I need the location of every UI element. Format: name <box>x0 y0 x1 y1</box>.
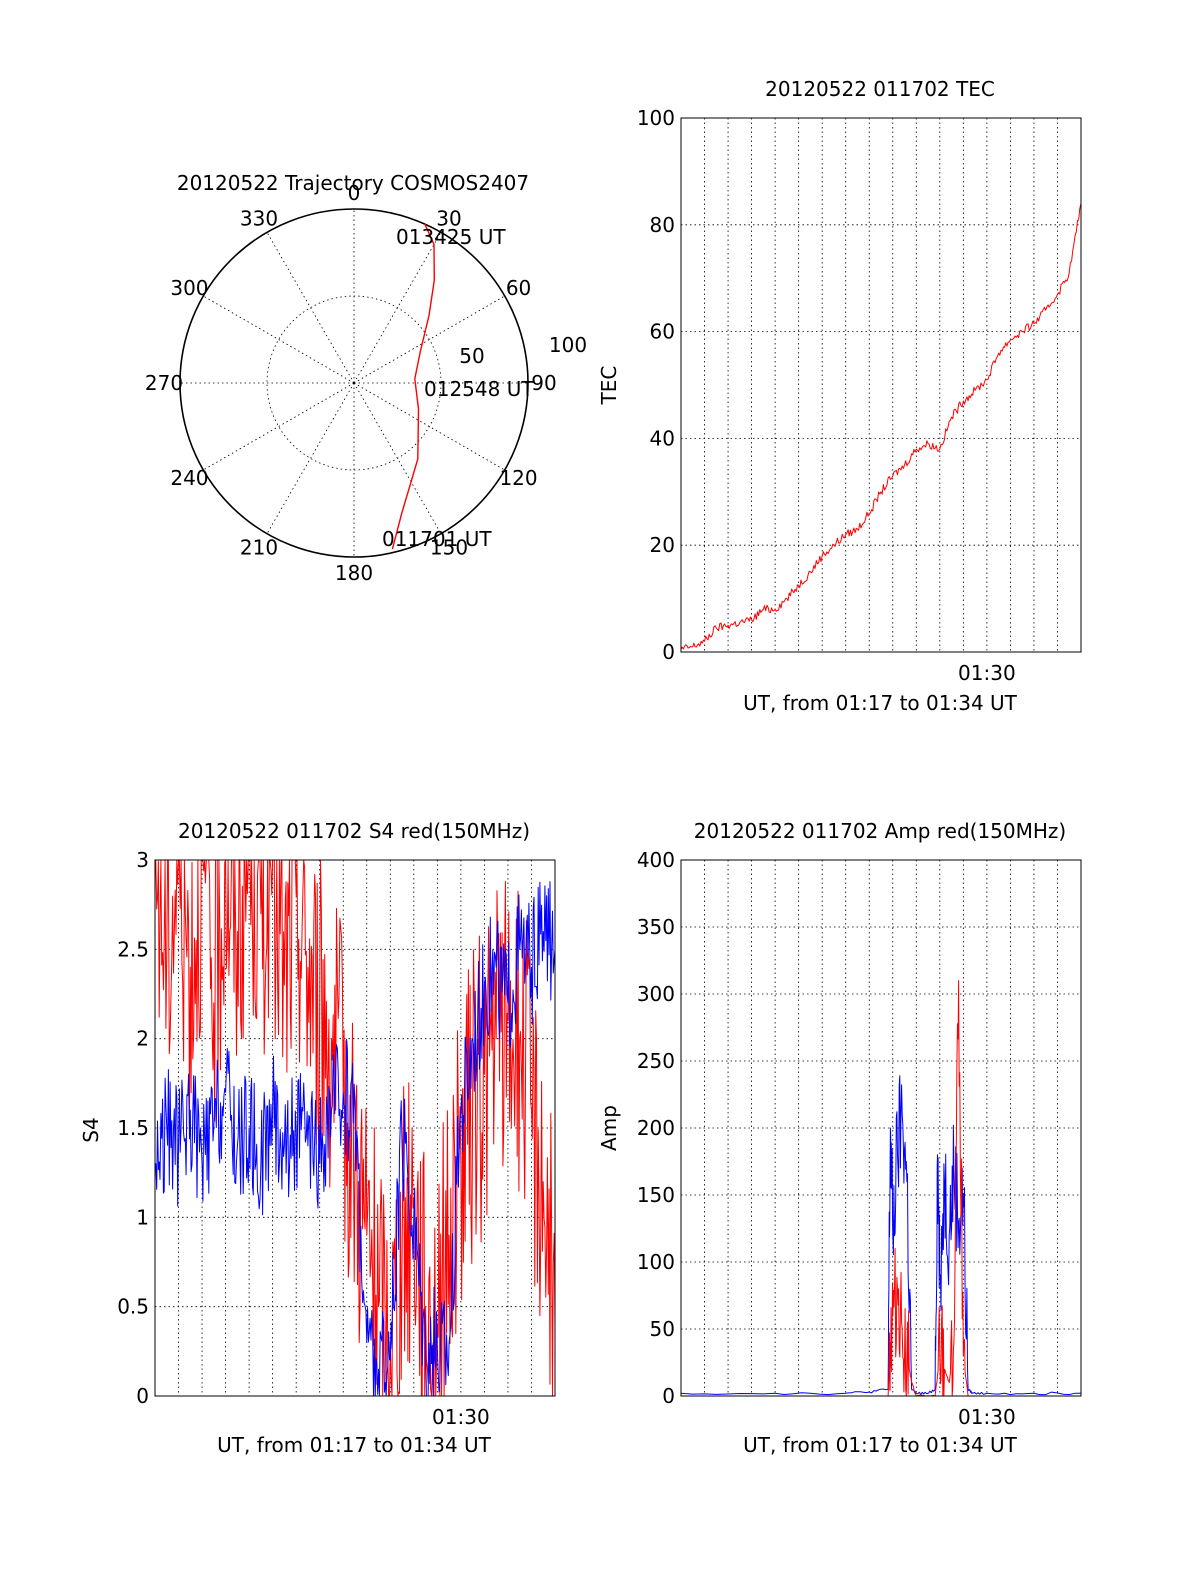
amp-series <box>680 980 1082 1397</box>
amp-grid <box>681 860 1081 1396</box>
s4-x-tick-label: 01:30 <box>432 1405 490 1429</box>
tec-x-tick-label: 01:30 <box>958 661 1016 685</box>
tec-y-tick-label: 40 <box>650 426 675 450</box>
polar-angle-label: 30 <box>436 206 461 230</box>
polar-annotation-start: 011701 UT <box>382 527 492 551</box>
s4-y-tick-label: 0 <box>136 1384 149 1408</box>
amp-y-tick-label: 400 <box>637 848 675 872</box>
tec-series-line <box>680 203 1082 650</box>
tec-x-tick-labels: 01:30 <box>958 661 1016 685</box>
polar-angle-label: 270 <box>145 371 183 395</box>
polar-radius-label-50: 50 <box>459 344 484 368</box>
s4-plot-frame <box>154 859 556 1397</box>
tec-series <box>680 203 1082 650</box>
tec-y-tick-label: 0 <box>662 640 675 664</box>
polar-angle-label: 120 <box>499 466 537 490</box>
s4-y-tick-label: 2 <box>136 1027 149 1051</box>
amp-series-line <box>680 1075 1082 1396</box>
polar-inner-circle <box>266 295 442 471</box>
s4-y-tick-labels: 0 0.5 1 1.5 2 2.5 3 <box>117 848 149 1408</box>
polar-angle-label: 210 <box>240 536 278 560</box>
amp-x-axis-label: UT, from 01:17 to 01:34 UT <box>743 1433 1018 1457</box>
polar-angle-labels: 0 30 60 90 120 150 180 210 240 270 300 330 <box>145 181 557 585</box>
amp-y-tick-label: 150 <box>637 1183 675 1207</box>
polar-radius-label-100: 100 <box>549 333 587 357</box>
amp-y-tick-label: 300 <box>637 982 675 1006</box>
amp-y-tick-labels: 0 50 100 150 200 250 300 350 400 <box>637 848 675 1408</box>
tec-y-tick-label: 80 <box>650 213 675 237</box>
amp-chart: 20120522 011702 Amp red(150MHz) 0 50 100 15… <box>597 819 1082 1457</box>
tec-y-tick-label: 60 <box>650 320 675 344</box>
polar-angle-label: 330 <box>240 206 278 230</box>
polar-grid <box>180 209 528 557</box>
amp-y-tick-label: 0 <box>662 1384 675 1408</box>
polar-annotation-end: 013425 UT <box>396 225 506 249</box>
amp-y-tick-label: 100 <box>637 1250 675 1274</box>
tec-plot-frame <box>680 117 1082 653</box>
tec-title: 20120522 011702 TEC <box>765 77 995 101</box>
s4-y-tick-label: 0.5 <box>117 1295 149 1319</box>
polar-trajectory-chart: 20120522 Trajectory COSMOS2407 0 30 60 90 12… <box>145 171 587 585</box>
s4-series-line <box>154 881 556 1397</box>
amp-y-tick-label: 350 <box>637 915 675 939</box>
s4-series <box>154 859 556 1397</box>
polar-angle-label: 300 <box>170 276 208 300</box>
amp-y-tick-label: 50 <box>650 1317 675 1341</box>
amp-series-line <box>887 980 969 1397</box>
tec-y-tick-labels: 0 20 40 60 80 100 <box>637 106 675 664</box>
s4-x-axis-label: UT, from 01:17 to 01:34 UT <box>217 1433 492 1457</box>
s4-y-tick-label: 1.5 <box>117 1116 149 1140</box>
tec-chart: 20120522 011702 TEC 0 20 40 60 80 100 01:30 U… <box>597 77 1082 715</box>
s4-series-line <box>155 859 556 1397</box>
tec-y-axis-label: TEC <box>597 366 621 406</box>
amp-x-tick-labels: 01:30 <box>958 1405 1016 1429</box>
polar-angle-label: 60 <box>506 276 531 300</box>
s4-y-tick-label: 1 <box>136 1205 149 1229</box>
s4-y-tick-label: 2.5 <box>117 937 149 961</box>
amp-y-tick-label: 200 <box>637 1116 675 1140</box>
polar-spoke <box>266 382 355 534</box>
amp-y-tick-label: 250 <box>637 1049 675 1073</box>
s4-x-tick-labels: 01:30 <box>432 1405 490 1429</box>
s4-title: 20120522 011702 S4 red(150MHz) <box>178 819 530 843</box>
polar-angle-label: 0 <box>348 181 361 205</box>
amp-title: 20120522 011702 Amp red(150MHz) <box>694 819 1066 843</box>
polar-spoke <box>203 382 355 471</box>
polar-title: 20120522 Trajectory COSMOS2407 <box>177 171 529 195</box>
amp-x-tick-label: 01:30 <box>958 1405 1016 1429</box>
polar-outer-circle <box>179 208 529 558</box>
amp-plot-frame <box>680 859 1082 1397</box>
polar-angle-label: 240 <box>170 466 208 490</box>
polar-trajectory-line <box>391 223 436 550</box>
s4-grid <box>155 860 555 1396</box>
s4-y-tick-label: 3 <box>136 848 149 872</box>
polar-annotation-mid: 012548 UT <box>424 377 534 401</box>
polar-spoke <box>203 295 355 384</box>
s4-y-axis-label: S4 <box>79 1117 103 1142</box>
polar-angle-label: 90 <box>531 371 556 395</box>
amp-y-axis-label: Amp <box>597 1105 621 1151</box>
polar-series <box>391 223 436 550</box>
tec-x-axis-label: UT, from 01:17 to 01:34 UT <box>743 691 1018 715</box>
tec-y-tick-label: 100 <box>637 106 675 130</box>
s4-chart: 20120522 011702 S4 red(150MHz) 0 0.5 1 1.5 2… <box>79 819 556 1457</box>
tec-grid <box>681 118 1081 652</box>
polar-spoke <box>266 232 355 384</box>
polar-angle-label: 150 <box>430 536 468 560</box>
polar-angle-label: 180 <box>335 561 373 585</box>
tec-y-tick-label: 20 <box>650 533 675 557</box>
